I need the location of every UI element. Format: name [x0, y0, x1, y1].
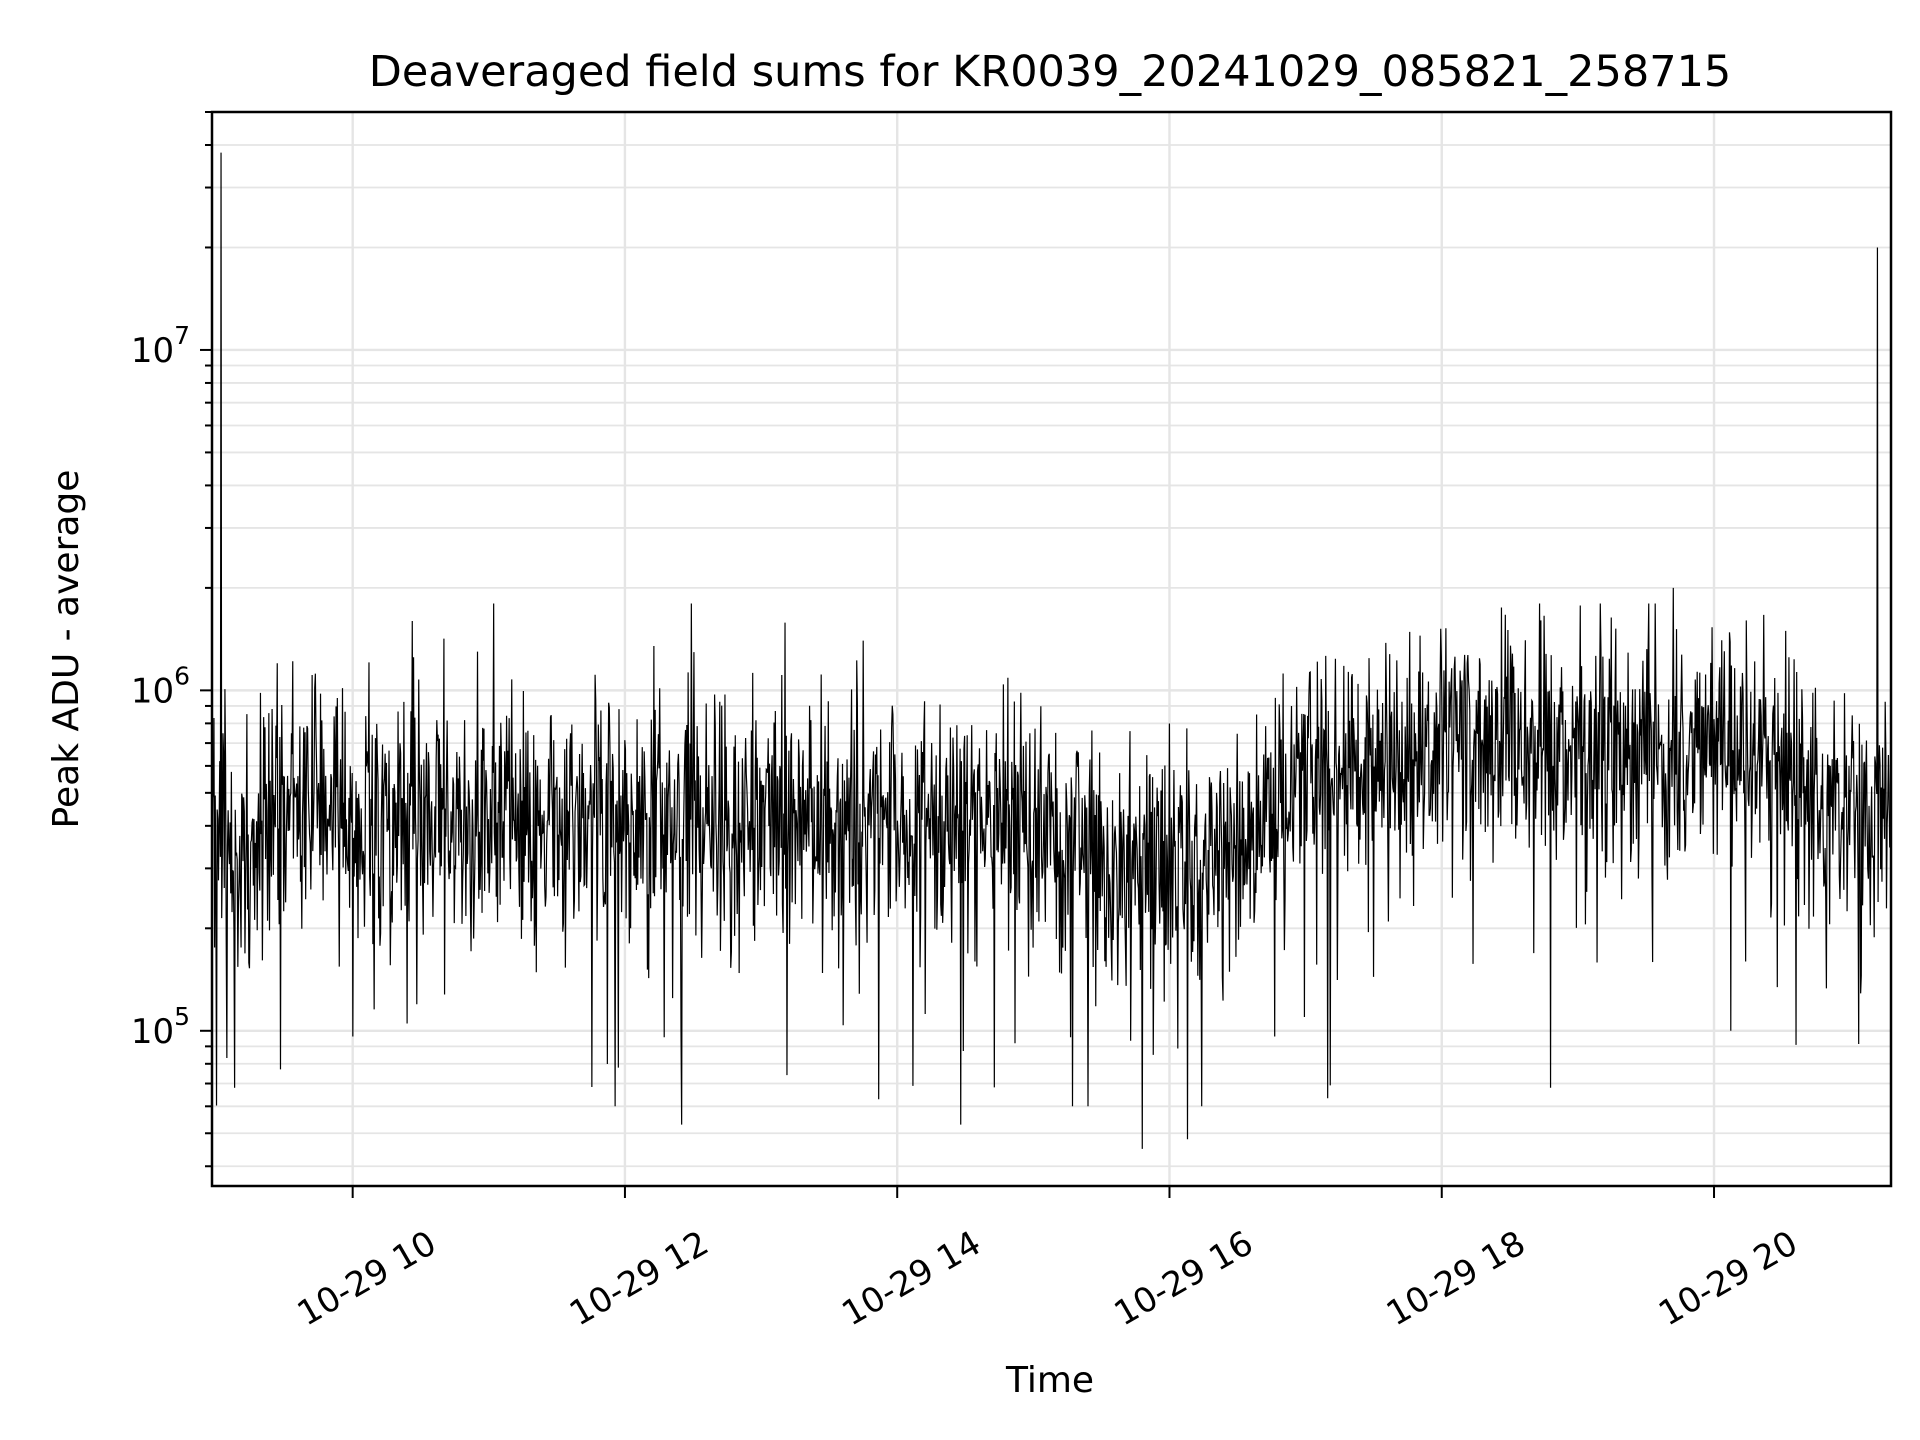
y-tick-label: 106 [131, 661, 190, 711]
y-tick-label: 105 [131, 1002, 190, 1052]
y-axis-label: Peak ADU - average [46, 470, 87, 829]
y-tick-base: 10 [131, 331, 174, 371]
y-tick-label: 107 [131, 321, 190, 371]
y-tick-base: 10 [131, 671, 174, 711]
chart-title: Deaveraged field sums for KR0039_2024102… [369, 47, 1732, 97]
series-layer [213, 152, 1890, 1149]
y-tick-exponent: 7 [174, 321, 190, 350]
y-tick-exponent: 5 [174, 1002, 190, 1031]
x-axis-label: Time [1005, 1360, 1094, 1401]
series-line [213, 152, 1890, 1149]
plot-frame [210, 110, 1893, 1188]
y-tick-base: 10 [131, 1012, 174, 1052]
y-tick-exponent: 6 [174, 661, 190, 690]
